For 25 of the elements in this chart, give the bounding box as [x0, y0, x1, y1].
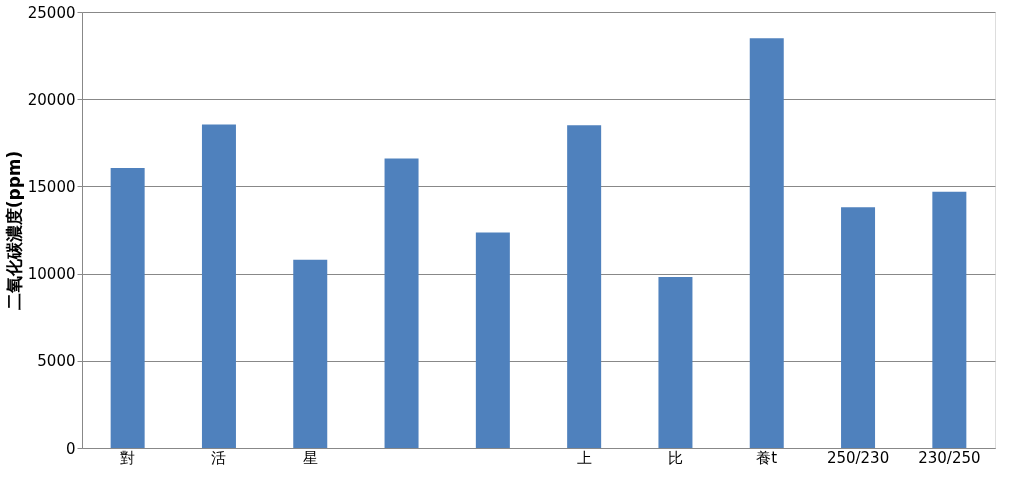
- bar: [293, 259, 328, 448]
- y-tick-label: 20000: [27, 90, 76, 109]
- x-tick-label: 對: [120, 448, 136, 467]
- bar: [932, 191, 967, 448]
- bar: [567, 125, 602, 448]
- bar: [110, 168, 145, 448]
- x-tick-label: 活: [211, 448, 227, 467]
- y-axis-title: 二氧化碳濃度(ppm): [3, 150, 24, 311]
- x-tick-label: 250/230: [826, 448, 890, 467]
- y-tick-label: 10000: [27, 265, 76, 284]
- x-tick-label: 230/250: [918, 448, 981, 467]
- bar: [841, 207, 876, 448]
- x-tick-label: 比: [667, 448, 683, 467]
- x-tick-label: 養t: [756, 448, 778, 467]
- y-tick-label: 0: [65, 439, 76, 458]
- y-tick-label: 5000: [37, 352, 76, 371]
- bar: [658, 277, 693, 448]
- x-tick-label: 上: [576, 448, 592, 467]
- y-tick-label: 15000: [27, 177, 76, 196]
- bar: [475, 232, 510, 448]
- x-tick-label: 星: [302, 448, 318, 467]
- bar: [201, 124, 236, 448]
- y-tick-label: 25000: [27, 3, 76, 22]
- bar: [749, 38, 784, 448]
- bar: [384, 158, 419, 448]
